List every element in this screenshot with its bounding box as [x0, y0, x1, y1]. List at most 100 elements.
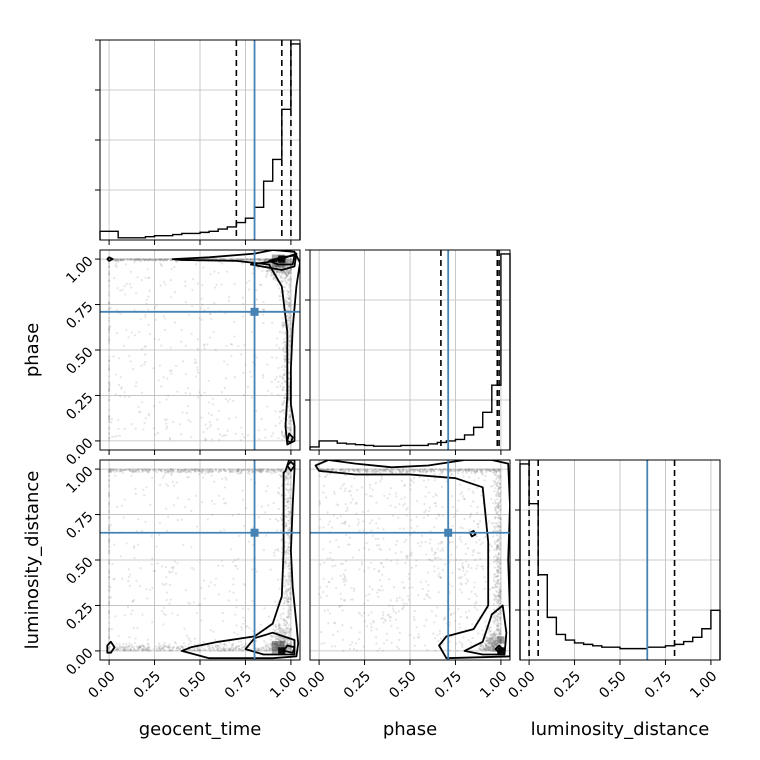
sample-point [283, 637, 286, 640]
sample-point [328, 612, 332, 615]
sample-point [147, 414, 150, 417]
sample-point [459, 582, 462, 585]
sample-point [107, 433, 111, 436]
sample-point [381, 470, 384, 473]
sample-point [131, 600, 134, 603]
sample-point [274, 648, 277, 652]
sample-point [109, 325, 112, 328]
sample-point [378, 569, 381, 572]
sample-point [499, 583, 502, 586]
sample-point [326, 557, 329, 560]
sample-point [490, 644, 493, 648]
sample-point [207, 469, 210, 472]
sample-point [119, 258, 122, 261]
sample-point [186, 468, 189, 472]
sample-point [493, 576, 496, 579]
sample-point [286, 599, 289, 602]
sample-point [275, 649, 278, 652]
sample-point [390, 468, 393, 471]
sample-point [119, 470, 123, 473]
sample-point [467, 563, 470, 567]
sample-point [107, 270, 111, 273]
density-contour [106, 256, 114, 262]
sample-point [356, 468, 360, 471]
sample-point [107, 436, 111, 439]
sample-point [283, 640, 286, 643]
sample-point [287, 604, 290, 607]
sample-point [289, 268, 293, 272]
sample-point [283, 619, 287, 622]
sample-point [159, 258, 162, 261]
sample-point [164, 613, 167, 616]
sample-point [433, 570, 436, 573]
sample-point [458, 483, 462, 486]
sample-point [289, 304, 292, 307]
sample-point [497, 605, 500, 608]
sample-point [287, 261, 290, 264]
sample-point [107, 646, 111, 650]
sample-point [410, 566, 413, 569]
sample-point [115, 505, 119, 508]
sample-point [499, 558, 502, 561]
sample-point [289, 419, 292, 422]
sample-point [287, 291, 290, 294]
sample-point [490, 469, 493, 472]
sample-point [358, 529, 361, 532]
sample-point [365, 469, 368, 472]
sample-point [147, 646, 151, 649]
sample-point [264, 258, 268, 262]
sample-point [282, 266, 285, 269]
sample-point [273, 471, 276, 474]
sample-point [107, 494, 111, 497]
sample-point [496, 568, 500, 572]
sample-point [139, 258, 142, 261]
sample-point [287, 514, 291, 517]
sample-point [248, 469, 251, 472]
sample-point [187, 469, 190, 473]
sample-point [144, 468, 147, 471]
sample-point [177, 468, 180, 472]
sample-point [288, 488, 291, 492]
sample-point [493, 540, 496, 543]
sample-point [210, 318, 213, 321]
sample-point [197, 649, 201, 652]
sample-point [194, 649, 197, 652]
sample-point [352, 468, 355, 472]
sample-point [287, 614, 290, 617]
sample-point [129, 647, 133, 650]
sample-point [374, 482, 377, 485]
sample-point [193, 468, 196, 471]
sample-point [497, 502, 500, 505]
sample-point [107, 604, 111, 607]
sample-point [486, 468, 489, 471]
sample-point [262, 321, 265, 325]
sample-point [167, 570, 171, 573]
sample-point [157, 258, 160, 261]
sample-point [479, 644, 482, 648]
sample-point [498, 563, 501, 566]
sample-point [274, 645, 277, 648]
sample-point [210, 644, 213, 647]
sample-point [251, 258, 254, 261]
sample-point [381, 617, 384, 620]
sample-point [244, 619, 247, 622]
sample-point [402, 602, 405, 605]
sample-point [396, 558, 399, 562]
sample-point [344, 521, 347, 524]
sample-point [289, 429, 292, 432]
sample-point [283, 357, 286, 361]
sample-point [229, 470, 233, 474]
sample-point [351, 556, 354, 559]
sample-point [440, 470, 443, 474]
sample-point [255, 298, 258, 301]
sample-point [459, 492, 462, 496]
sample-point [143, 421, 146, 425]
sample-point [497, 602, 500, 605]
sample-point [123, 468, 127, 472]
sample-point [282, 624, 285, 627]
sample-point [349, 598, 352, 601]
sample-point [488, 469, 491, 473]
sample-point [286, 598, 289, 601]
sample-point [382, 621, 385, 624]
sample-point [278, 422, 281, 425]
